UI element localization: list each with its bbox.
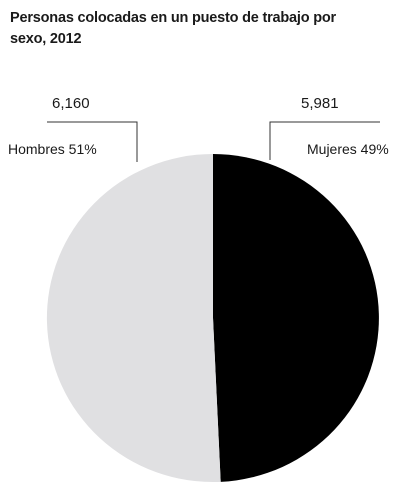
- slice-label-mujeres: Mujeres 49%: [307, 141, 389, 157]
- chart-title: Personas colocadas en un puesto de traba…: [10, 10, 336, 47]
- pie-slice-hombres: [46, 154, 221, 482]
- pie-slice-mujeres: [213, 154, 379, 482]
- value-label-hombres: 6,160: [52, 95, 90, 112]
- leader-lines: [47, 121, 380, 162]
- pie-slices: [46, 154, 379, 482]
- leader-line-hombres: [47, 121, 138, 162]
- slice-label-hombres: Hombres 51%: [8, 141, 97, 157]
- value-label-mujeres: 5,981: [301, 95, 339, 112]
- leader-line-mujeres: [269, 121, 380, 160]
